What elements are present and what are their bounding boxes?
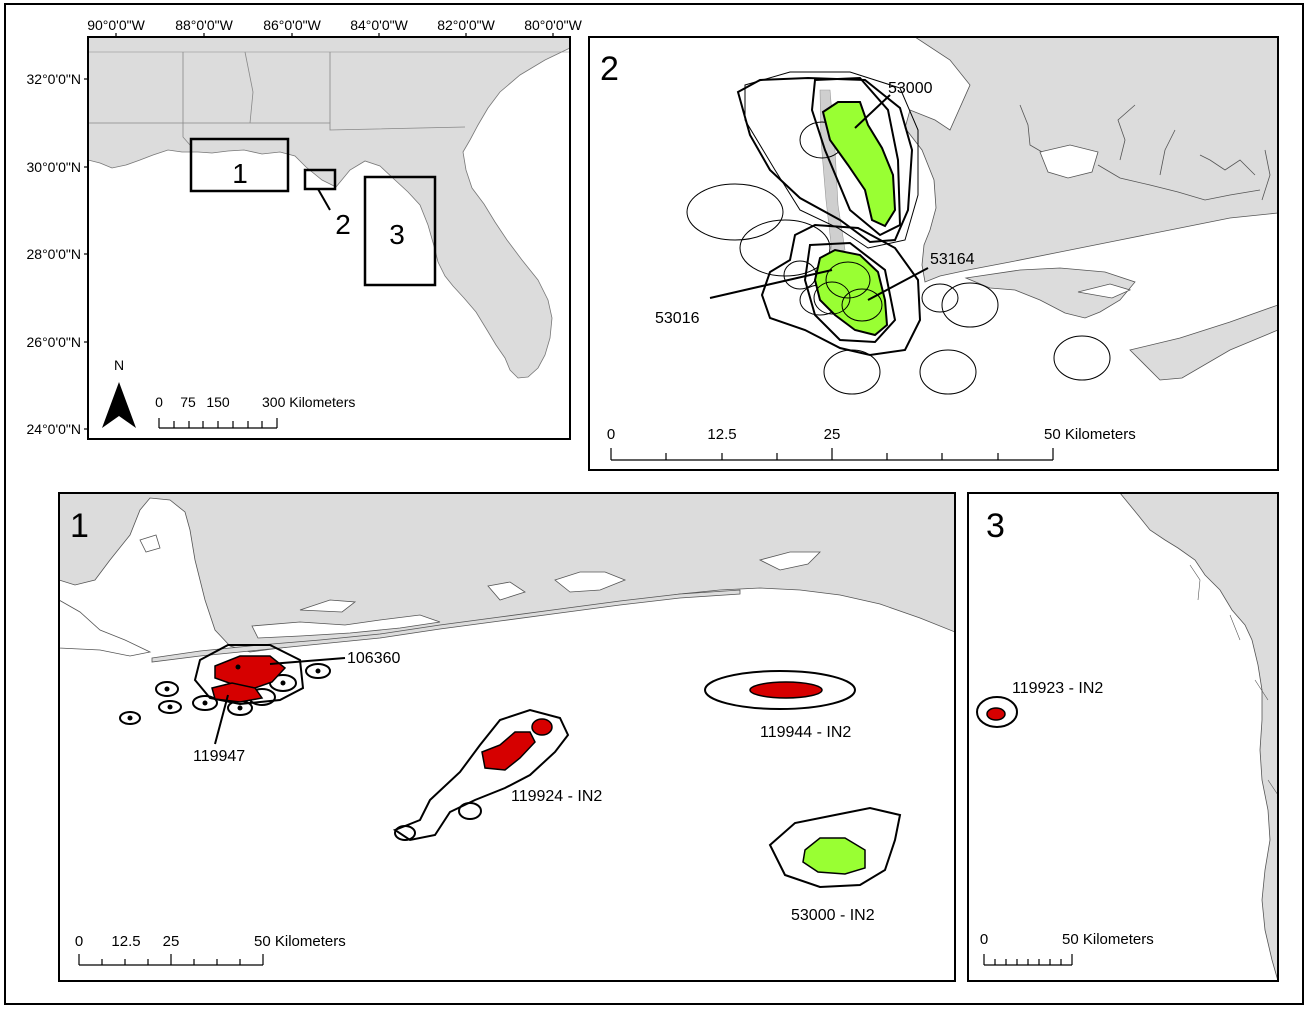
panel-2: 2 53000 53164 53016 0 12.5 25 50 Kilomet… xyxy=(588,36,1279,471)
panel1-scale-0: 0 xyxy=(75,933,83,950)
panel-1: 1 106360 119947 119944 - IN2 119924 - IN… xyxy=(58,492,956,982)
panel2-scale-0: 0 xyxy=(607,426,615,443)
overview-box-3 xyxy=(363,175,437,287)
overview-scale-300: 300 Kilometers xyxy=(262,394,355,410)
panel3-scale-50: 50 Kilometers xyxy=(1062,931,1154,948)
overview-box-2 xyxy=(303,168,337,191)
panel3-scale-0: 0 xyxy=(980,931,988,948)
lon-label-84: 84°0'0"W xyxy=(350,17,408,33)
panel1-scale-50: 50 Kilometers xyxy=(254,933,346,950)
overview-scale-75: 75 xyxy=(180,394,196,410)
core-119947 xyxy=(211,682,264,703)
core-53000 xyxy=(821,101,897,228)
panel1-scale-25: 25 xyxy=(163,933,180,950)
overview-box-1 xyxy=(189,137,290,193)
lat-label-30: 30°0'0"N xyxy=(27,159,82,175)
lon-label-88: 88°0'0"W xyxy=(175,17,233,33)
north-label: N xyxy=(114,357,124,373)
label-119924-in2: 119924 - IN2 xyxy=(511,788,602,805)
lon-label-82: 82°0'0"W xyxy=(437,17,495,33)
panel1-number: 1 xyxy=(70,507,89,545)
label-53000: 53000 xyxy=(888,80,933,97)
panel3-number: 3 xyxy=(986,507,1005,545)
label-119923-in2: 119923 - IN2 xyxy=(1012,680,1103,697)
core-53164 xyxy=(813,248,889,337)
panel2-number: 2 xyxy=(600,50,619,88)
label-106360: 106360 xyxy=(347,650,400,667)
overview-box-2-label: 2 xyxy=(335,209,351,240)
overview-scale-bar xyxy=(158,418,278,429)
lat-label-26: 26°0'0"N xyxy=(27,334,82,350)
panel2-scale-25: 25 xyxy=(824,426,841,443)
panel2-scale-50: 50 Kilometers xyxy=(1044,426,1136,443)
lon-label-80: 80°0'0"W xyxy=(524,17,582,33)
north-arrow-icon: N xyxy=(102,357,136,428)
overview-box-1-label: 1 xyxy=(232,158,248,189)
panel3-land xyxy=(1119,493,1278,981)
label-53016: 53016 xyxy=(655,310,700,327)
panel1-scale-12-5: 12.5 xyxy=(111,933,140,950)
panel3-scale-bar xyxy=(983,954,1073,966)
label-119944-in2: 119944 - IN2 xyxy=(760,724,851,741)
lat-label-32: 32°0'0"N xyxy=(27,71,82,87)
overview-map: 1 2 3 90°0'0"W 88°0'0"W 86°0'0"W 84°0'0"… xyxy=(27,17,583,440)
overview-box-3-label: 3 xyxy=(389,219,405,250)
panel2-scale-12-5: 12.5 xyxy=(707,426,736,443)
core-119944 xyxy=(749,681,823,699)
panel-3: 3 119923 - IN2 0 50 Kilometers xyxy=(967,492,1279,982)
core-119923 xyxy=(986,707,1006,721)
core-106360 xyxy=(214,655,287,689)
label-119947: 119947 xyxy=(193,748,245,765)
overview-land xyxy=(87,36,571,379)
core-119924 xyxy=(481,731,536,771)
overview-scale-0: 0 xyxy=(155,394,163,410)
label-53000-in2: 53000 - IN2 xyxy=(791,907,875,924)
lat-label-24: 24°0'0"N xyxy=(27,421,82,437)
label-53164: 53164 xyxy=(930,251,975,268)
lon-label-90: 90°0'0"W xyxy=(87,17,145,33)
panel1-scale-bar xyxy=(78,954,264,966)
lon-label-86: 86°0'0"W xyxy=(263,17,321,33)
overview-scale-150: 150 xyxy=(206,394,230,410)
panel2-scale-bar xyxy=(610,448,1054,461)
lat-label-28: 28°0'0"N xyxy=(27,246,82,262)
core-53000-in2 xyxy=(802,837,866,875)
